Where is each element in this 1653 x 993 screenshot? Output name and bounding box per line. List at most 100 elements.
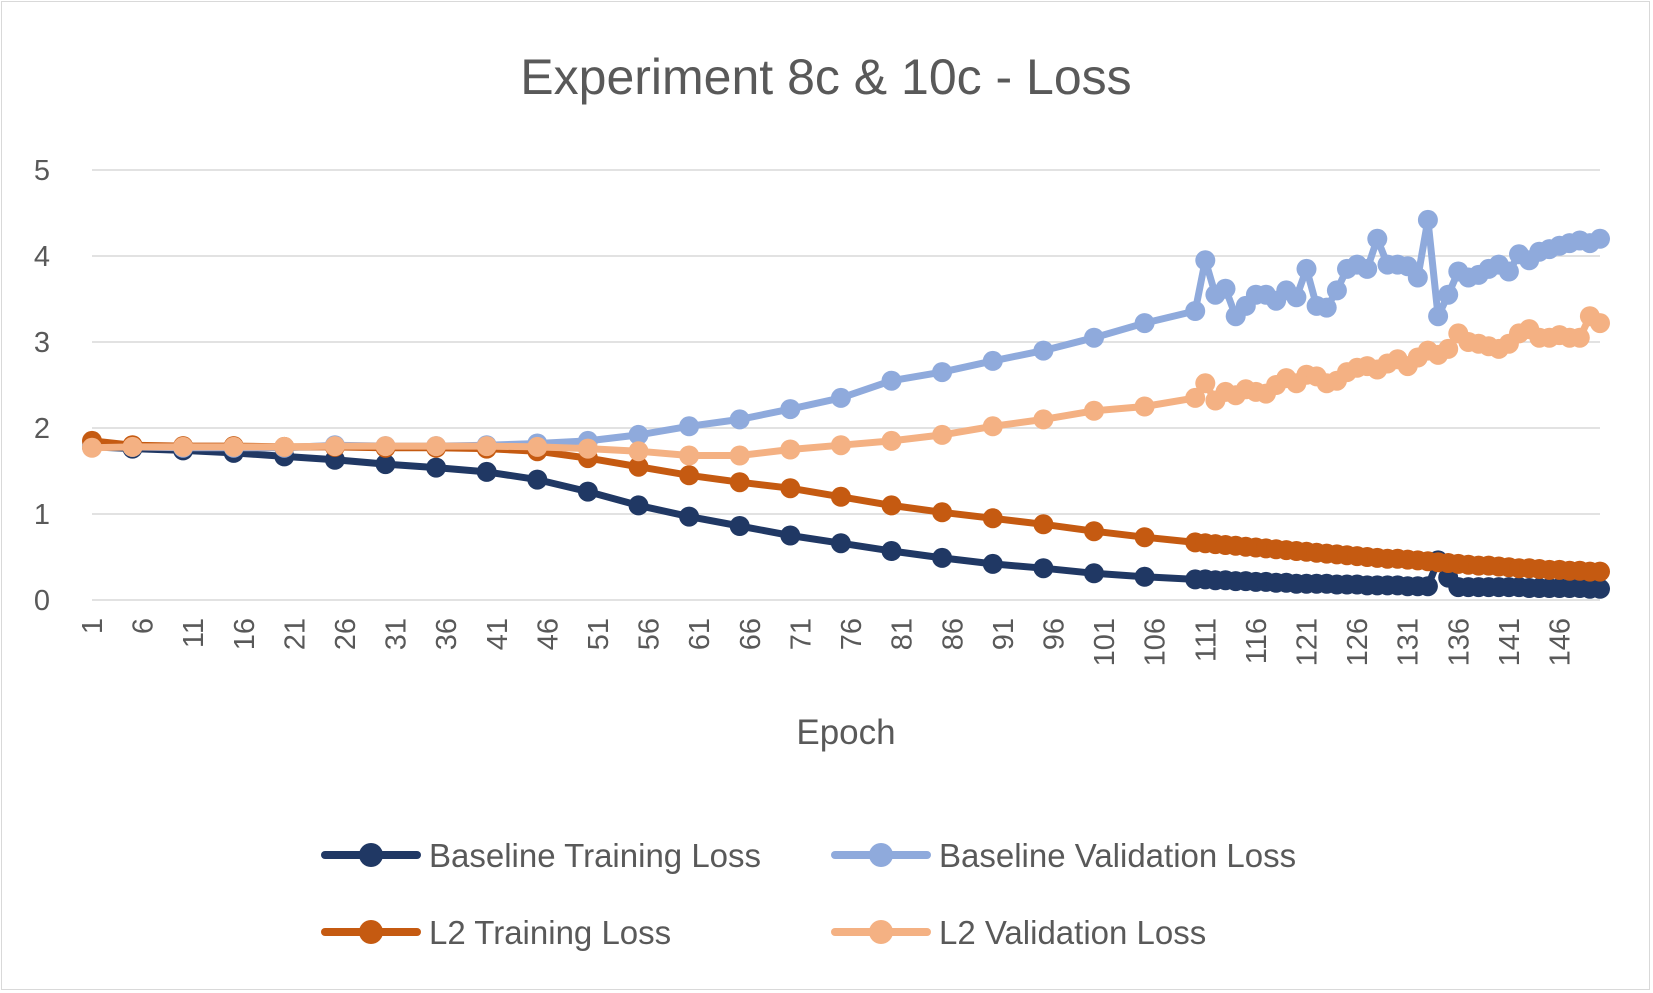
x-tick-label: 116 (1241, 618, 1273, 664)
x-tick-label: 46 (532, 618, 564, 650)
data-point (830, 387, 851, 408)
series-l2-training-loss (82, 430, 1610, 582)
data-point (223, 436, 244, 457)
data-point (577, 481, 598, 502)
y-tick-label: 1 (34, 499, 50, 531)
data-point (1195, 250, 1216, 271)
data-point (982, 416, 1003, 437)
legend-item: Baseline Validation Loss (831, 837, 1296, 874)
x-tick-label: 11 (178, 618, 210, 648)
x-tick-label: 36 (431, 618, 463, 650)
series-baseline-training-loss (82, 436, 1610, 599)
data-point (679, 416, 700, 437)
data-point (1569, 327, 1590, 348)
y-tick-label: 4 (34, 241, 50, 273)
data-point (1286, 287, 1307, 308)
data-point (577, 438, 598, 459)
data-point (1084, 400, 1104, 421)
data-point (932, 502, 953, 523)
data-point (780, 399, 801, 420)
data-point (1316, 297, 1337, 318)
series-line (88, 312, 1604, 459)
data-point (881, 370, 902, 391)
x-tick-label: 6 (128, 618, 160, 634)
data-point (1084, 521, 1104, 542)
data-point (476, 461, 497, 482)
x-tick-label: 136 (1443, 618, 1475, 666)
legend: Baseline Training Loss Baseline Validatio… (321, 837, 1296, 951)
data-point (1590, 228, 1610, 249)
x-tick-label: 81 (887, 618, 919, 650)
x-tick-label: 1 (77, 618, 109, 634)
legend-swatch-marker (359, 843, 383, 867)
x-tick-label: 16 (229, 618, 261, 650)
series-l2-validation-loss (82, 306, 1610, 466)
y-tick-label: 3 (34, 327, 50, 359)
data-point (1195, 373, 1216, 394)
x-tick-label: 31 (381, 618, 413, 650)
x-tick-label: 111 (1190, 618, 1222, 662)
data-point (932, 362, 953, 383)
data-point (628, 424, 649, 445)
legend-label: L2 Training Loss (429, 914, 671, 951)
legend-label: Baseline Training Loss (429, 837, 761, 874)
data-point (1417, 576, 1438, 597)
data-point (122, 436, 143, 457)
data-point (1134, 527, 1155, 548)
x-axis-label: Epoch (796, 713, 895, 752)
data-point (1134, 396, 1155, 417)
data-point (1417, 209, 1438, 230)
x-tick-label: 126 (1342, 618, 1374, 666)
data-point (780, 439, 801, 460)
data-point (628, 456, 649, 477)
legend-label: L2 Validation Loss (939, 914, 1206, 951)
data-point (628, 495, 649, 516)
y-tick-label: 2 (34, 413, 50, 445)
series-baseline-validation-loss (82, 209, 1610, 458)
data-point (426, 436, 447, 457)
data-point (1033, 409, 1054, 430)
data-point (1438, 284, 1459, 305)
x-tick-label: 71 (785, 618, 817, 650)
data-point (628, 441, 649, 462)
data-point (1033, 558, 1054, 579)
data-point (1367, 228, 1388, 249)
data-point (982, 350, 1003, 371)
x-tick-label: 61 (684, 618, 716, 650)
x-tick-label: 96 (1038, 618, 1070, 650)
data-point (932, 424, 953, 445)
data-point (375, 454, 396, 475)
x-tick-label: 66 (735, 618, 767, 650)
data-point (426, 457, 447, 478)
series-layer (82, 209, 1610, 599)
x-tick-label: 101 (1089, 618, 1121, 666)
data-point (679, 445, 700, 466)
x-tick-label: 141 (1494, 618, 1526, 666)
data-point (1438, 338, 1459, 359)
data-point (1326, 280, 1347, 301)
data-point (1357, 258, 1378, 279)
data-point (476, 436, 497, 457)
data-point (982, 508, 1003, 529)
x-tick-label: 21 (279, 618, 311, 650)
data-point (729, 516, 750, 536)
data-point (982, 553, 1003, 574)
y-tick-label: 5 (34, 155, 50, 187)
legend-item: L2 Validation Loss (831, 914, 1206, 951)
data-point (527, 436, 548, 457)
data-point (780, 525, 801, 546)
data-point (729, 472, 750, 493)
data-point (830, 533, 851, 554)
data-point (932, 547, 953, 568)
data-point (1084, 327, 1104, 348)
x-axis-ticks: 1 6 11 16 21 26 31 36 41 46 51 56 61 66 71 76 81 86 91 96 10… (77, 618, 1577, 666)
x-tick-label: 41 (482, 618, 514, 650)
x-tick-label: 76 (836, 618, 868, 650)
data-point (1407, 267, 1428, 288)
x-tick-label: 131 (1393, 618, 1425, 666)
data-point (1185, 301, 1206, 321)
data-point (274, 436, 295, 457)
data-point (1033, 514, 1054, 535)
x-tick-label: 146 (1545, 618, 1577, 666)
